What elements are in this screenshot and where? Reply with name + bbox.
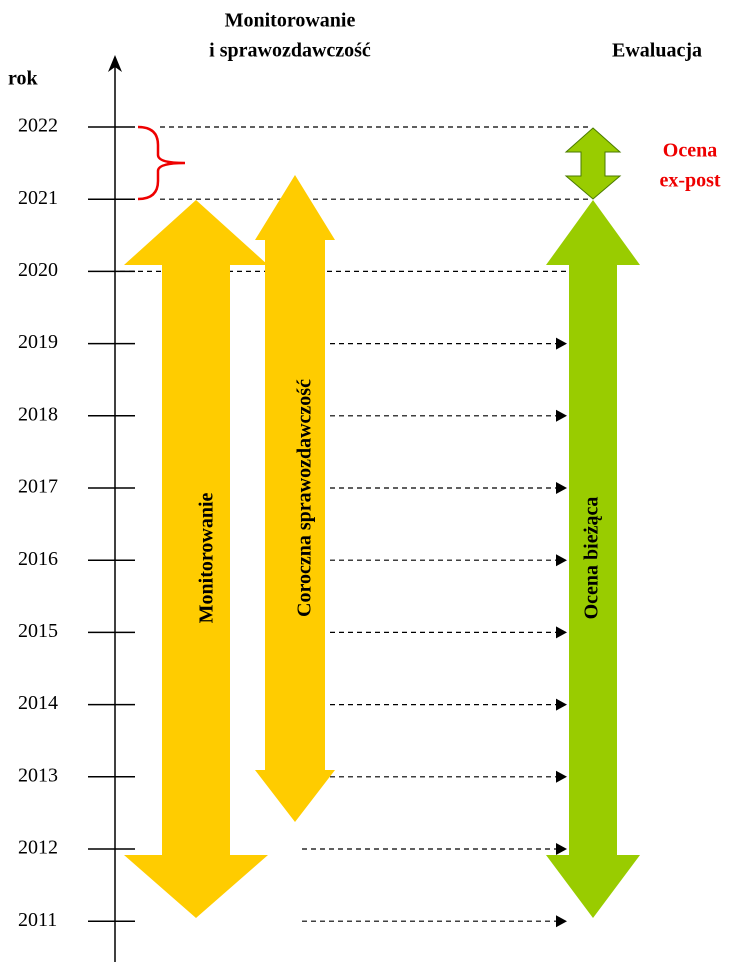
dash-arrowhead — [556, 698, 567, 711]
expost-arrow — [564, 127, 622, 200]
dash-arrowhead — [556, 843, 567, 855]
year-label: 2015 — [18, 620, 58, 642]
monitoring-arrow — [124, 200, 268, 918]
year-label: 2018 — [18, 403, 58, 425]
year-label: 2019 — [18, 331, 58, 353]
year-label: 2022 — [18, 115, 58, 137]
arrow-label: Ocena bieżąca — [581, 497, 603, 620]
dashed-lines — [120, 126, 591, 928]
year-label: 2014 — [18, 692, 58, 714]
dash-arrowhead — [556, 915, 567, 928]
header: i sprawozdawczość — [209, 40, 371, 62]
dash-arrowhead — [556, 482, 567, 494]
year-label: 2013 — [18, 764, 58, 786]
year-label: 2021 — [18, 187, 58, 209]
expost-label: Ocena — [663, 140, 717, 162]
year-label: 2012 — [18, 837, 58, 859]
year-label: 2016 — [18, 548, 58, 570]
reporting-arrow — [255, 175, 335, 822]
arrow-label: Monitorowanie — [196, 493, 218, 624]
dash-arrowhead — [556, 409, 567, 422]
header: Monitorowanie — [225, 10, 356, 32]
dash-arrowhead — [556, 337, 567, 350]
arrow-label: Coroczna sprawozdawczość — [294, 379, 316, 617]
year-label: 2011 — [18, 909, 57, 931]
axis-label: rok — [8, 68, 39, 90]
dash-arrowhead — [556, 770, 567, 783]
dash-arrowhead — [556, 626, 567, 639]
ongoing-arrow — [546, 200, 640, 918]
year-label: 2020 — [18, 259, 58, 281]
header: Ewaluacja — [612, 40, 702, 62]
brace — [137, 125, 186, 201]
year-label: 2017 — [18, 476, 58, 498]
expost-label: ex-post — [659, 170, 720, 192]
dash-arrowhead — [556, 554, 567, 567]
axis-arrowhead — [108, 55, 122, 72]
